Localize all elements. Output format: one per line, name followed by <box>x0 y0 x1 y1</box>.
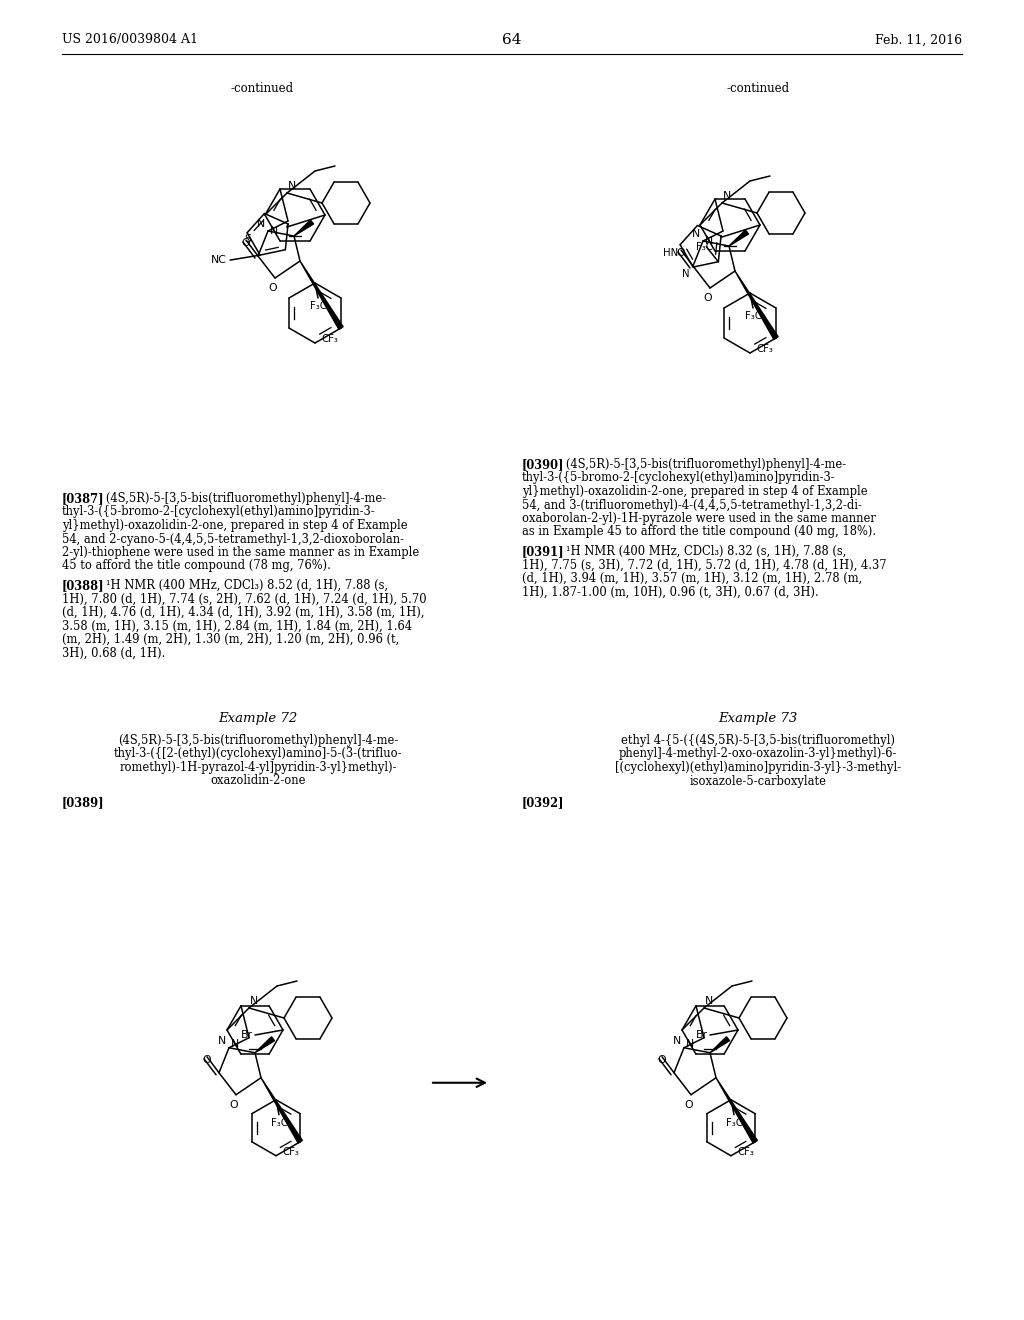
Text: N: N <box>269 226 278 236</box>
Text: N: N <box>250 997 258 1006</box>
Text: F₃C: F₃C <box>726 1118 742 1127</box>
Text: (4S,5R)-5-[3,5-bis(trifluoromethyl)phenyl]-4-me-: (4S,5R)-5-[3,5-bis(trifluoromethyl)pheny… <box>95 492 386 506</box>
Text: O: O <box>229 1100 239 1110</box>
Text: ethyl 4-{5-({(4S,5R)-5-[3,5-bis(trifluoromethyl): ethyl 4-{5-({(4S,5R)-5-[3,5-bis(trifluor… <box>621 734 895 747</box>
Text: F₃C: F₃C <box>696 242 714 252</box>
Text: Feb. 11, 2016: Feb. 11, 2016 <box>874 33 962 46</box>
Text: O: O <box>677 248 685 257</box>
Text: CF₃: CF₃ <box>756 345 773 354</box>
Text: thyl-3-({5-bromo-2-[cyclohexyl(ethyl)amino]pyridin-3-: thyl-3-({5-bromo-2-[cyclohexyl(ethyl)ami… <box>522 471 836 484</box>
Text: as in Example 45 to afford the title compound (40 mg, 18%).: as in Example 45 to afford the title com… <box>522 525 877 539</box>
Text: N: N <box>723 191 731 201</box>
Polygon shape <box>710 1036 729 1053</box>
Polygon shape <box>716 1077 758 1143</box>
Polygon shape <box>729 230 749 246</box>
Text: [0392]: [0392] <box>522 796 564 809</box>
Text: N: N <box>288 181 296 191</box>
Text: (d, 1H), 4.76 (d, 1H), 4.34 (d, 1H), 3.92 (m, 1H), 3.58 (m, 1H),: (d, 1H), 4.76 (d, 1H), 4.34 (d, 1H), 3.9… <box>62 606 425 619</box>
Text: [0389]: [0389] <box>62 796 104 809</box>
Text: 3.58 (m, 1H), 3.15 (m, 1H), 2.84 (m, 1H), 1.84 (m, 2H), 1.64: 3.58 (m, 1H), 3.15 (m, 1H), 2.84 (m, 1H)… <box>62 619 412 632</box>
Text: (4S,5R)-5-[3,5-bis(trifluoromethyl)phenyl]-4-me-: (4S,5R)-5-[3,5-bis(trifluoromethyl)pheny… <box>118 734 398 747</box>
Text: N: N <box>692 228 700 239</box>
Text: 64: 64 <box>502 33 522 48</box>
Text: [0391]: [0391] <box>522 545 564 558</box>
Text: Br: Br <box>241 1030 253 1040</box>
Text: O: O <box>203 1055 211 1065</box>
Text: ¹H NMR (400 MHz, CDCl₃) 8.32 (s, 1H), 7.88 (s,: ¹H NMR (400 MHz, CDCl₃) 8.32 (s, 1H), 7.… <box>555 545 847 558</box>
Polygon shape <box>735 271 778 339</box>
Text: N: N <box>673 1036 681 1045</box>
Text: Br: Br <box>696 1030 708 1040</box>
Text: [0390]: [0390] <box>522 458 564 471</box>
Text: thyl-3-({5-bromo-2-[cyclohexyl(ethyl)amino]pyridin-3-: thyl-3-({5-bromo-2-[cyclohexyl(ethyl)ami… <box>62 506 376 519</box>
Text: CF₃: CF₃ <box>321 334 338 345</box>
Text: N: N <box>686 1039 694 1049</box>
Polygon shape <box>300 261 343 329</box>
Text: Example 72: Example 72 <box>218 711 298 725</box>
Text: O: O <box>657 1055 666 1065</box>
Text: 2-yl)-thiophene were used in the same manner as in Example: 2-yl)-thiophene were used in the same ma… <box>62 546 419 558</box>
Text: Example 73: Example 73 <box>719 711 798 725</box>
Text: oxazolidin-2-one: oxazolidin-2-one <box>210 775 306 788</box>
Text: NC: NC <box>211 255 227 265</box>
Text: O: O <box>685 1100 693 1110</box>
Text: N: N <box>682 269 690 279</box>
Text: F₃C: F₃C <box>309 301 327 312</box>
Text: HN: HN <box>663 248 678 257</box>
Text: O: O <box>268 282 278 293</box>
Text: [(cyclohexyl)(ethyl)amino]pyridin-3-yl}-3-methyl-: [(cyclohexyl)(ethyl)amino]pyridin-3-yl}-… <box>615 762 901 774</box>
Text: O: O <box>703 293 713 304</box>
Text: thyl-3-({[2-(ethyl)(cyclohexyl)amino]-5-(3-(trifluo-: thyl-3-({[2-(ethyl)(cyclohexyl)amino]-5-… <box>114 747 402 760</box>
Text: O: O <box>242 238 250 248</box>
Text: (m, 2H), 1.49 (m, 2H), 1.30 (m, 2H), 1.20 (m, 2H), 0.96 (t,: (m, 2H), 1.49 (m, 2H), 1.30 (m, 2H), 1.2… <box>62 634 399 645</box>
Text: yl}methyl)-oxazolidin-2-one, prepared in step 4 of Example: yl}methyl)-oxazolidin-2-one, prepared in… <box>62 519 408 532</box>
Text: -continued: -continued <box>726 82 790 95</box>
Text: [0387]: [0387] <box>62 492 104 506</box>
Text: [0388]: [0388] <box>62 579 104 591</box>
Text: romethyl)-1H-pyrazol-4-yl]pyridin-3-yl}methyl)-: romethyl)-1H-pyrazol-4-yl]pyridin-3-yl}m… <box>119 762 396 774</box>
Polygon shape <box>255 1036 274 1053</box>
Text: phenyl]-4-methyl-2-oxo-oxazolin-3-yl}methyl)-6-: phenyl]-4-methyl-2-oxo-oxazolin-3-yl}met… <box>618 747 897 760</box>
Text: N: N <box>705 236 713 246</box>
Text: (4S,5R)-5-[3,5-bis(trifluoromethyl)phenyl]-4-me-: (4S,5R)-5-[3,5-bis(trifluoromethyl)pheny… <box>555 458 846 471</box>
Text: N: N <box>257 219 265 228</box>
Text: (d, 1H), 3.94 (m, 1H), 3.57 (m, 1H), 3.12 (m, 1H), 2.78 (m,: (d, 1H), 3.94 (m, 1H), 3.57 (m, 1H), 3.1… <box>522 572 862 585</box>
Text: US 2016/0039804 A1: US 2016/0039804 A1 <box>62 33 198 46</box>
Text: 1H), 7.80 (d, 1H), 7.74 (s, 2H), 7.62 (d, 1H), 7.24 (d, 1H), 5.70: 1H), 7.80 (d, 1H), 7.74 (s, 2H), 7.62 (d… <box>62 593 427 606</box>
Text: N: N <box>705 997 714 1006</box>
Text: yl}methyl)-oxazolidin-2-one, prepared in step 4 of Example: yl}methyl)-oxazolidin-2-one, prepared in… <box>522 484 867 498</box>
Text: oxaborolan-2-yl)-1H-pyrazole were used in the same manner: oxaborolan-2-yl)-1H-pyrazole were used i… <box>522 512 876 525</box>
Text: 1H), 7.75 (s, 3H), 7.72 (d, 1H), 5.72 (d, 1H), 4.78 (d, 1H), 4.37: 1H), 7.75 (s, 3H), 7.72 (d, 1H), 5.72 (d… <box>522 558 887 572</box>
Text: 54, and 3-(trifluoromethyl)-4-(4,4,5,5-tetramethyl-1,3,2-di-: 54, and 3-(trifluoromethyl)-4-(4,4,5,5-t… <box>522 499 862 511</box>
Text: F₃C: F₃C <box>270 1118 288 1127</box>
Text: ¹H NMR (400 MHz, CDCl₃) 8.52 (d, 1H), 7.88 (s,: ¹H NMR (400 MHz, CDCl₃) 8.52 (d, 1H), 7.… <box>95 579 388 591</box>
Text: CF₃: CF₃ <box>282 1147 299 1156</box>
Text: N: N <box>230 1039 239 1049</box>
Polygon shape <box>294 220 313 236</box>
Polygon shape <box>261 1077 302 1143</box>
Text: -continued: -continued <box>230 82 294 95</box>
Text: S: S <box>245 234 252 244</box>
Text: 1H), 1.87-1.00 (m, 10H), 0.96 (t, 3H), 0.67 (d, 3H).: 1H), 1.87-1.00 (m, 10H), 0.96 (t, 3H), 0… <box>522 586 819 598</box>
Text: N: N <box>218 1036 226 1045</box>
Text: 45 to afford the title compound (78 mg, 76%).: 45 to afford the title compound (78 mg, … <box>62 560 331 573</box>
Text: 3H), 0.68 (d, 1H).: 3H), 0.68 (d, 1H). <box>62 647 165 660</box>
Text: isoxazole-5-carboxylate: isoxazole-5-carboxylate <box>689 775 826 788</box>
Text: 54, and 2-cyano-5-(4,4,5,5-tetramethyl-1,3,2-dioxoborolan-: 54, and 2-cyano-5-(4,4,5,5-tetramethyl-1… <box>62 532 404 545</box>
Text: F₃C: F₃C <box>744 312 762 321</box>
Text: CF₃: CF₃ <box>737 1147 754 1156</box>
